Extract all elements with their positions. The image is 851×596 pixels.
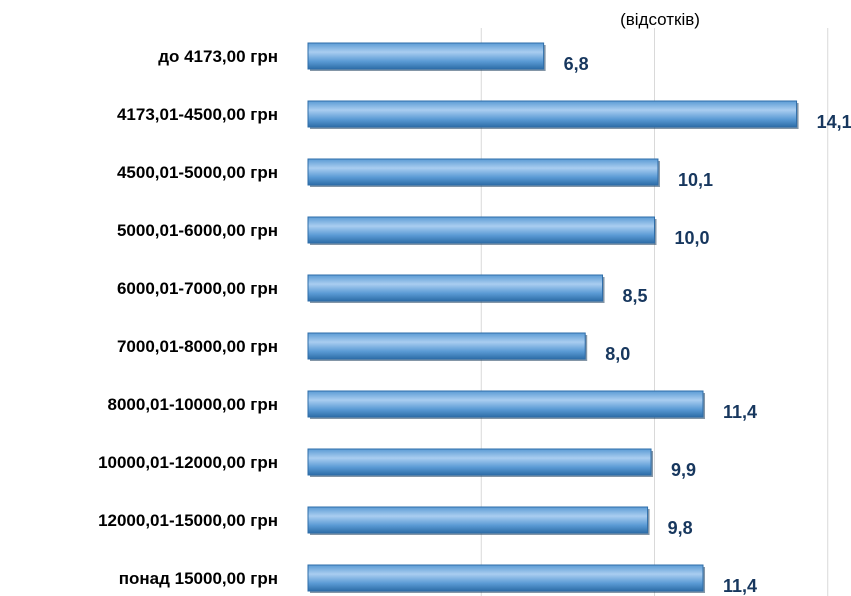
bar [307, 42, 545, 70]
bar [307, 390, 704, 418]
value-label: 10,1 [678, 170, 713, 190]
bars [307, 42, 799, 593]
value-label: 14,1 [817, 112, 851, 132]
category-label: до 4173,00 грн [158, 47, 278, 66]
labels: до 4173,00 грн 6,8 4173,01-4500,00 грн 14,1… [98, 47, 851, 596]
bar [307, 564, 704, 592]
category-label: 6000,01-7000,00 грн [117, 279, 278, 298]
value-label: 10,0 [675, 228, 710, 248]
value-label: 9,8 [668, 518, 693, 538]
value-label: 8,0 [605, 344, 630, 364]
value-label: 9,9 [671, 460, 696, 480]
value-label: 11,4 [723, 576, 757, 596]
bar [307, 332, 586, 360]
category-label: 10000,01-12000,00 грн [98, 453, 278, 472]
bar [307, 100, 798, 128]
category-label: 4500,01-5000,00 грн [117, 163, 278, 182]
value-label: 8,5 [623, 286, 648, 306]
category-label: 4173,01-4500,00 грн [117, 105, 278, 124]
value-label: 11,4 [723, 402, 757, 422]
category-label: 5000,01-6000,00 грн [117, 221, 278, 240]
bar [307, 158, 659, 186]
unit-label: (відсотків) [620, 10, 700, 29]
category-label: 12000,01-15000,00 грн [98, 511, 278, 530]
bar [307, 274, 604, 302]
category-label: 7000,01-8000,00 грн [117, 337, 278, 356]
value-label: 6,8 [564, 54, 589, 74]
bar [307, 448, 652, 476]
category-label: понад 15000,00 грн [119, 569, 278, 588]
bar [307, 216, 655, 244]
bar [307, 506, 649, 534]
category-label: 8000,01-10000,00 грн [108, 395, 278, 414]
